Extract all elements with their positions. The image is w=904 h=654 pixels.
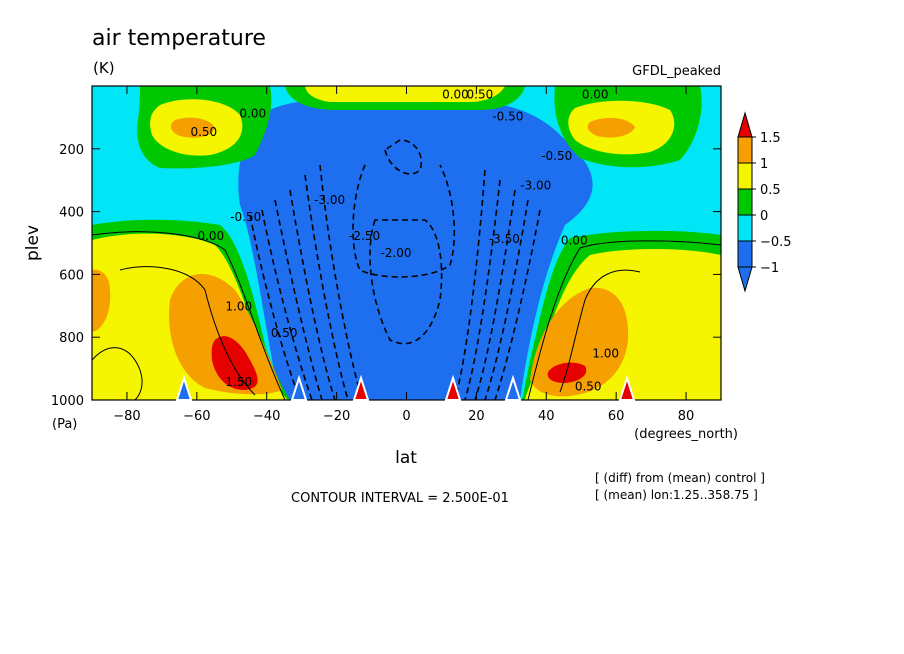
chart-units: (K) xyxy=(93,59,115,77)
x-tick-label: 0 xyxy=(402,409,410,424)
contour-label: 0.00 xyxy=(561,234,588,248)
contour-label: 0.00 xyxy=(197,229,224,243)
contour-labels: 0.500.000.000.50-0.500.00-3.00-2.50-2.00… xyxy=(190,88,619,394)
contour-label: -3.50 xyxy=(489,232,520,246)
dataset-label: GFDL_peaked xyxy=(632,64,721,79)
y-tick-label: 800 xyxy=(59,331,84,346)
colorbar-tick-label: 1.5 xyxy=(760,131,781,146)
contour-band-red-right xyxy=(547,362,587,383)
colorbar-tick-label: 0.5 xyxy=(760,183,781,198)
note-line-2: [ (mean) lon:1.25..358.75 ] xyxy=(595,488,758,502)
y-tick-label: 1000 xyxy=(51,394,84,409)
colorbar-tick-label: −1 xyxy=(760,261,779,276)
contour-label: -0.50 xyxy=(541,149,572,163)
colorbar-segment xyxy=(737,240,753,268)
colorbar-segment xyxy=(737,162,753,190)
x-tick-label: 40 xyxy=(538,409,555,424)
contour-label: 0.50 xyxy=(190,125,217,139)
colorbar-segment xyxy=(737,136,753,164)
contour-label: 0.00 xyxy=(442,88,469,102)
plot-area: 0.500.000.000.50-0.500.00-3.00-2.50-2.00… xyxy=(92,86,721,400)
chart-title: air temperature xyxy=(92,26,266,51)
colorbar-tick-label: −0.5 xyxy=(760,235,792,250)
negative-contour-lines xyxy=(249,139,541,400)
y-axis: 200 400 600 800 1000 xyxy=(51,143,721,409)
colorbar-segment xyxy=(737,188,753,216)
contour-label: 0.50 xyxy=(575,380,602,394)
y-tick-label: 400 xyxy=(59,206,84,221)
x-axis: −80 −60 −40 −20 0 20 40 60 80 xyxy=(113,86,694,424)
positive-contour-lines xyxy=(92,231,721,400)
contour-label: 0.50 xyxy=(467,88,494,102)
contour-band-orange-left xyxy=(169,273,282,395)
x-axis-label: lat xyxy=(395,448,417,468)
contour-label: 1.00 xyxy=(592,347,619,361)
x-tick-label: −20 xyxy=(323,409,350,424)
colorbar-segment xyxy=(737,214,753,242)
contour-label: -3.00 xyxy=(520,179,551,193)
colorbar: 1.5 1 0.5 0 −0.5 −1 xyxy=(737,111,792,293)
colorbar-tick-label: 0 xyxy=(760,209,768,224)
x-tick-label: −80 xyxy=(113,409,140,424)
colorbar-arrow-bottom xyxy=(737,266,753,293)
contour-label: -2.50 xyxy=(349,229,380,243)
contour-label: 0.00 xyxy=(582,88,609,102)
bottom-markers xyxy=(175,374,636,401)
y-tick-label: 600 xyxy=(59,268,84,283)
contour-band-orange-top-right xyxy=(587,117,635,138)
contour-label: -2.00 xyxy=(380,246,411,260)
contour-label: 1.00 xyxy=(225,300,252,314)
contour-interval-text: CONTOUR INTERVAL = 2.500E-01 xyxy=(291,491,509,506)
colorbar-tick-label: 1 xyxy=(760,157,768,172)
x-tick-label: −60 xyxy=(183,409,210,424)
contour-label: 0.00 xyxy=(239,106,266,120)
contour-band-orange-far-left xyxy=(92,269,111,332)
contour-band-orange-top-left xyxy=(170,117,215,138)
x-tick-label: 80 xyxy=(678,409,695,424)
x-tick-label: −40 xyxy=(253,409,280,424)
contour-label: -3.00 xyxy=(314,193,345,207)
filled-contours xyxy=(92,86,721,400)
contour-label: -0.50 xyxy=(492,110,523,124)
x-axis-units: (degrees_north) xyxy=(634,427,738,442)
contour-band-red-left xyxy=(211,336,258,390)
y-axis-label: plev xyxy=(23,225,43,261)
x-tick-label: 60 xyxy=(608,409,625,424)
y-axis-units: (Pa) xyxy=(52,417,77,432)
contour-band-yellow-top-center xyxy=(305,86,505,102)
contour-label: -0.50 xyxy=(230,210,261,224)
contour-label: 1.50 xyxy=(225,375,252,389)
contour-label: 0.50 xyxy=(271,326,298,340)
note-line-1: [ (diff) from (mean) control ] xyxy=(595,471,765,485)
y-tick-label: 200 xyxy=(59,143,84,158)
x-tick-label: 20 xyxy=(468,409,485,424)
colorbar-arrow-top xyxy=(737,111,753,138)
